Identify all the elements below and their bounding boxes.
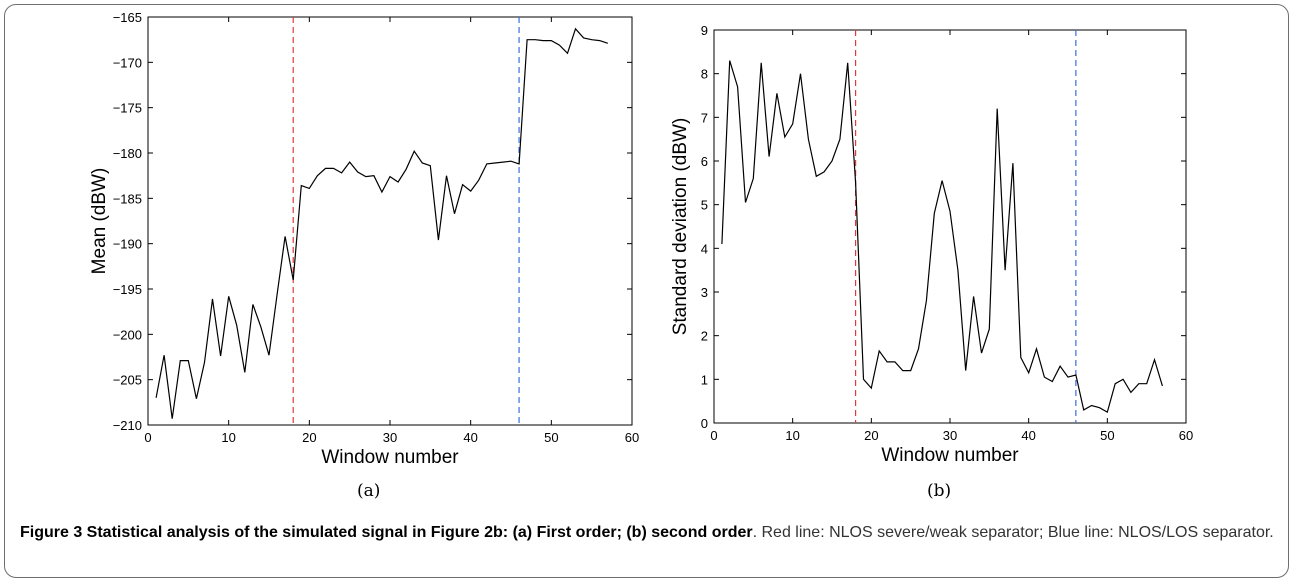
- chart0-y-axis-label: Mean (dBW): [89, 168, 110, 275]
- chart0-x-tick-label: 10: [221, 430, 235, 445]
- chart1-y-axis-label: Standard deviation (dBW): [670, 118, 691, 336]
- chart0-x-tick-label: 60: [625, 430, 639, 445]
- chart1-y-tick-label: 3: [701, 285, 708, 300]
- chart0-y-tick-label: −205: [113, 373, 142, 388]
- chart1-y-tick-label: 8: [701, 67, 708, 82]
- chart1-y-tick-label: 5: [701, 198, 708, 213]
- chart0-y-tick-label: −190: [113, 237, 142, 252]
- chart1-x-axis-label: Window number: [881, 445, 1019, 466]
- chart0-x-tick-label: 40: [463, 430, 477, 445]
- chart0-x-tick-label: 20: [302, 430, 316, 445]
- subfigure-label-b: (b): [927, 481, 952, 501]
- chart1-y-tick-label: 2: [701, 329, 708, 344]
- chart0-y-tick-label: −210: [113, 418, 142, 433]
- chart0-y-tick-label: −200: [113, 327, 142, 342]
- chart1-plot-area: [713, 29, 1187, 424]
- chart0-y-tick-label: −165: [113, 10, 142, 25]
- chart1-y-tick-label: 0: [701, 416, 708, 431]
- chart1-series-line-0: [721, 60, 1163, 413]
- chart1-x-tick-label: 60: [1179, 428, 1193, 443]
- chart0-x-tick-label: 30: [383, 430, 397, 445]
- chart0-y-tick-label: −175: [113, 101, 142, 116]
- chart0-series-line-0: [155, 27, 608, 419]
- chart0-x-axis-label: Window number: [321, 447, 459, 468]
- subfigure-label-a: (a): [357, 481, 381, 501]
- chart1-y-tick-label: 6: [701, 154, 708, 169]
- chart0-x-tick-label: 0: [144, 430, 151, 445]
- chart1-x-tick-label: 0: [710, 428, 717, 443]
- chart1-x-tick-label: 50: [1100, 428, 1114, 443]
- chart0-y-tick-label: −185: [113, 191, 142, 206]
- chart1-y-tick-label: 1: [701, 372, 708, 387]
- chart0-x-tick-label: 50: [544, 430, 558, 445]
- chart0-plot-area: [147, 16, 633, 426]
- chart-mean: 0 10 20 30 40 50 60 −210 −205 −200 −195 −190 −185 −18…: [89, 10, 639, 468]
- caption-label: Figure 3 Statistical analysis of the sim…: [20, 524, 753, 541]
- chart-std: 0 10 20 30 40 50 60 0 1 2 3 4 5 6 7 8 9 Window number Stan…: [670, 23, 1193, 466]
- chart1-x-tick-label: 40: [1021, 428, 1035, 443]
- figure-caption: Figure 3 Statistical analysis of the sim…: [20, 522, 1275, 543]
- chart1-y-tick-label: 7: [701, 110, 708, 125]
- chart0-y-tick-label: −180: [113, 146, 142, 161]
- chart1-y-tick-label: 4: [701, 241, 708, 256]
- chart0-y-tick-label: −170: [113, 55, 142, 70]
- chart1-x-tick-label: 20: [864, 428, 878, 443]
- figure-frame: [4, 4, 1289, 578]
- chart1-x-tick-label: 10: [785, 428, 799, 443]
- chart1-y-tick-label: 9: [701, 23, 708, 38]
- chart0-y-tick-label: −195: [113, 282, 142, 297]
- chart1-x-tick-label: 30: [943, 428, 957, 443]
- caption-text: . Red line: NLOS severe/weak separator; …: [752, 524, 1274, 541]
